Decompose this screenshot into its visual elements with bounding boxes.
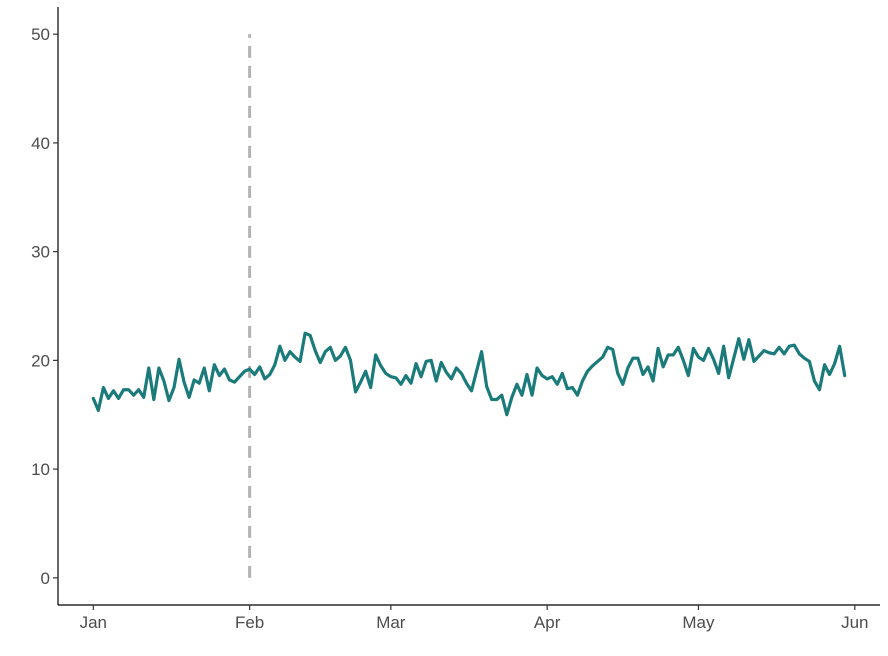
x-tick-label: Apr bbox=[534, 613, 561, 632]
y-tick-label: 50 bbox=[31, 25, 50, 44]
y-tick-label: 20 bbox=[31, 351, 50, 370]
x-tick-label: Feb bbox=[235, 613, 264, 632]
y-tick-label: 30 bbox=[31, 243, 50, 262]
y-tick-label: 40 bbox=[31, 134, 50, 153]
x-tick-label: May bbox=[682, 613, 715, 632]
x-tick-label: Jun bbox=[841, 613, 868, 632]
series-layer bbox=[91, 331, 847, 417]
x-axis-ticks: Jan Feb Mar Apr May Jun bbox=[80, 605, 868, 632]
y-tick-label: 0 bbox=[41, 569, 50, 588]
y-axis-ticks: 0 10 20 30 40 50 bbox=[31, 25, 58, 588]
x-tick-label: Jan bbox=[80, 613, 107, 632]
series-line bbox=[91, 331, 847, 417]
y-tick-label: 10 bbox=[31, 460, 50, 479]
x-tick-label: Mar bbox=[376, 613, 406, 632]
